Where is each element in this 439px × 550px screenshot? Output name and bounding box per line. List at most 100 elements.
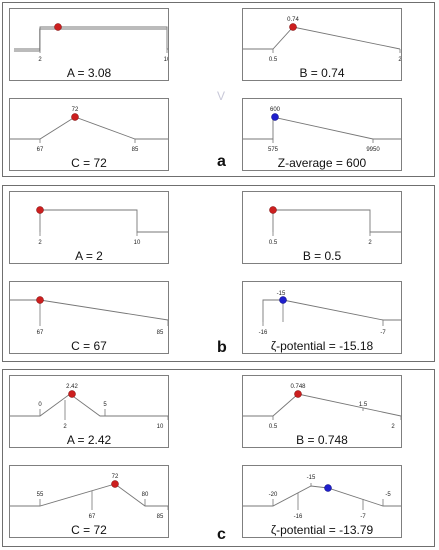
panel-b-A-svg: 2 10 [36,206,168,246]
curve-line [243,26,401,50]
x-label-10: 10 [134,240,141,246]
x-label-85: 85 [157,514,164,520]
x-label-minus7: -7 [360,514,366,520]
x-label-5: 5 [103,402,107,408]
marker-point [324,484,332,492]
x-label-0.5: 0.5 [269,424,278,430]
x-label-10: 10 [164,57,168,63]
panel-c-A: 0 2 5 10 2.42 A = 2.42 [9,375,169,448]
marker-point [279,296,287,304]
point-label: 0.748 [290,384,306,390]
panel-a-C-svg: 67 85 72 [10,107,168,153]
curve-line [243,116,401,140]
section-label-b: b [217,339,227,356]
x-label-10: 10 [157,424,164,430]
marker-point [68,390,76,398]
caption-a-B: B = 0.74 [299,66,345,80]
panel-b-A: 2 10 A = 2 [9,191,169,264]
x-label-minus20: -20 [269,492,278,498]
section-label-c: c [217,526,226,543]
faint-mark: V [217,89,226,103]
point-label: 0.74 [287,17,299,23]
x-label-55: 55 [37,492,44,498]
x-label-minus16: -16 [294,514,303,520]
x-label-minus16: -16 [259,330,268,336]
x-label-2: 2 [398,57,401,63]
curve-line [243,485,401,507]
panel-b-B-svg: 0.5 2 [269,206,401,246]
section-a: 2 10 A = 3.08 0.5 2 0.74 B = 0.74 67 85 … [2,2,435,177]
curve-line [243,393,401,417]
panel-a-Z: 575 9950 600 Z-average = 600 [242,98,402,171]
marker-point [271,113,279,121]
panel-b-Z-svg: -16 -7 -15 [259,291,401,336]
panel-c-A-svg: 0 2 5 10 2.42 [10,384,168,430]
x-label-minus7: -7 [380,330,386,336]
x-label-67: 67 [89,514,96,520]
marker-point [294,390,302,398]
x-label-2: 2 [38,240,42,246]
x-label-9950: 9950 [366,147,380,153]
curve-line [10,299,168,321]
x-label-2: 2 [368,240,372,246]
marker-point [36,206,44,214]
panel-c-Z-svg: -20 -16 -15 -7 -5 [243,475,401,520]
curve-line [10,393,168,417]
caption-c-A: A = 2.42 [66,433,112,447]
x-label-2: 2 [38,57,42,63]
caption-b-C: C = 67 [71,339,107,353]
caption-c-Z: ζ-potential = -13.79 [270,523,374,537]
panel-c-C: 55 67 80 85 72 C = 72 [9,465,169,538]
panel-c-B: 0.5 1.5 2 0.748 B = 0.748 [242,375,402,448]
x-label-85: 85 [132,147,139,153]
x-label-minus15: -15 [307,475,316,481]
point-label: 600 [270,107,281,113]
marker-point [36,296,44,304]
caption-a-C: C = 72 [71,156,107,170]
panel-b-C-svg: 67 85 [10,296,168,336]
caption-a-Z: Z-average = 600 [277,156,367,170]
panel-a-A-svg: 2 10 [14,23,168,63]
x-label-minus5: -5 [385,492,391,498]
x-label-67: 67 [37,330,44,336]
panel-a-B: 0.5 2 0.74 B = 0.74 [242,8,402,81]
panel-c-B-svg: 0.5 1.5 2 0.748 [243,384,401,430]
point-label: -15 [277,291,286,297]
panel-b-Z: -16 -7 -15 ζ-potential = -15.18 [242,281,402,354]
section-label-a: a [217,153,226,170]
x-label-85: 85 [157,330,164,336]
curve-line [39,209,168,233]
curve-line [14,26,168,50]
panel-c-C-svg: 55 67 80 85 72 [10,474,168,520]
panel-b-B: 0.5 2 B = 0.5 [242,191,402,264]
point-label: 2.42 [66,384,78,390]
section-b: 2 10 A = 2 0.5 2 B = 0.5 67 85 C = 67 [2,185,435,362]
section-c: 0 2 5 10 2.42 A = 2.42 0.5 1.5 2 0.748 B… [2,369,435,547]
marker-point [111,480,119,488]
point-label: 72 [112,474,119,480]
marker-point [269,206,277,214]
panel-a-B-svg: 0.5 2 0.74 [243,17,401,63]
caption-b-B: B = 0.5 [302,249,342,263]
caption-c-C: C = 72 [71,523,107,537]
caption-a-A: A = 3.08 [66,66,112,80]
caption-b-Z: ζ-potential = -15.18 [270,339,374,353]
panel-a-A: 2 10 A = 3.08 [9,8,169,81]
x-label-80: 80 [142,492,149,498]
marker-point [71,113,79,121]
x-label-67: 67 [37,147,44,153]
x-label-0: 0 [38,402,42,408]
marker-point [289,23,297,31]
caption-b-A: A = 2 [75,249,103,263]
curve-line [272,209,401,233]
caption-c-B: B = 0.748 [296,433,348,447]
x-label-0.5: 0.5 [269,240,278,246]
x-label-1.5: 1.5 [359,402,368,408]
x-label-0.5: 0.5 [269,57,278,63]
x-label-2: 2 [63,424,67,430]
x-label-2: 2 [391,424,395,430]
x-label-575: 575 [268,147,279,153]
marker-point [54,23,62,31]
curve-line [10,116,168,140]
panel-a-Z-svg: 575 9950 600 [243,107,401,153]
